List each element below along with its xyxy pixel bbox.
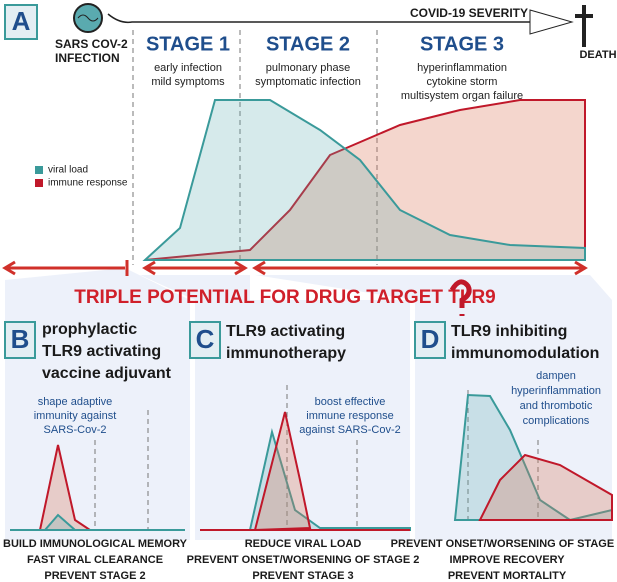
panel-letter: C [196,324,215,354]
outcome: IMPROVE RECOVERY [449,554,565,566]
virus-icon [73,3,103,33]
immune-curve [144,99,586,261]
panel-note: against SARS-Cov-2 [299,424,401,436]
letter-box [4,4,38,40]
stage-text: mild symptoms [151,76,225,88]
outcome: PREVENT ONSET/WORSENING OF STAGE 3 [391,538,617,550]
outcome: PREVENT ONSET/WORSENING OF STAGE 2 [187,554,420,566]
panel-note: dampen [536,370,576,382]
death-label: DEATH [579,49,616,61]
panel-title: immunotherapy [226,345,346,362]
stage-arrows [2,260,588,276]
outcome: FAST VIRAL CLEARANCE [27,554,163,566]
stage-text: cytokine storm [427,76,498,88]
outcome: BUILD IMMUNOLOGICAL MEMORY [3,538,188,550]
banner: TRIPLE POTENTIAL FOR DRUG TARGET TLR9 [74,287,496,308]
question-icon [449,279,472,316]
infection-label: SARS COV-2 [55,37,128,51]
panel-note: immunity against [34,410,117,422]
stage-title: STAGE 1 [146,33,230,55]
letter-box [189,321,221,359]
outcome: PREVENT STAGE 3 [252,570,353,582]
panel-plot [10,410,185,531]
outcome: PREVENT STAGE 2 [44,570,145,582]
legend-swatch [35,166,43,174]
panel-note: immune response [306,410,393,422]
panel-letter: B [11,324,30,354]
arrow-head [529,9,574,35]
infection-label: INFECTION [55,51,120,65]
panel-title: TLR9 activating [226,323,345,340]
panel-letter: D [421,324,440,354]
severity-label: COVID-19 SEVERITY [410,6,528,20]
letter-box [414,321,446,359]
panel-note: hyperinflammation [511,385,601,397]
stage-text: pulmonary phase [266,62,350,74]
stage-lines [132,30,378,265]
panel-title: immunomodulation [451,345,599,362]
outcome: PREVENT MORTALITY [448,570,567,582]
stage-title: STAGE 3 [420,33,504,55]
legend-swatch [35,179,43,187]
panel-title: TLR9 inhibiting [451,323,567,340]
panel-note: shape adaptive [38,396,113,408]
panel-plot [453,390,613,522]
legend-label: immune response [48,178,128,189]
stage-title: STAGE 2 [266,33,350,55]
stage-text: multisystem organ failure [401,90,523,102]
panel-title: prophylactic [42,321,137,338]
legend-label: viral load [48,165,88,176]
panel-note: SARS-Cov-2 [44,424,107,436]
panel-plot [200,385,411,532]
severity-arrow [107,13,545,24]
viral-curve [142,99,586,261]
panel-letter: A [12,6,31,36]
outcome: REDUCE VIRAL LOAD [245,538,362,550]
stage-text: early infection [154,62,222,74]
panel-note: and thrombotic [520,400,593,412]
panel-title: TLR9 activating [42,343,161,360]
stage-text: hyperinflammation [417,62,507,74]
panel-note: complications [523,415,590,427]
letter-box [4,321,36,359]
panel-title: vaccine adjuvant [42,365,172,382]
stage-text: symptomatic infection [255,76,361,88]
cross-icon [575,5,593,47]
panel-note: boost effective [315,396,386,408]
